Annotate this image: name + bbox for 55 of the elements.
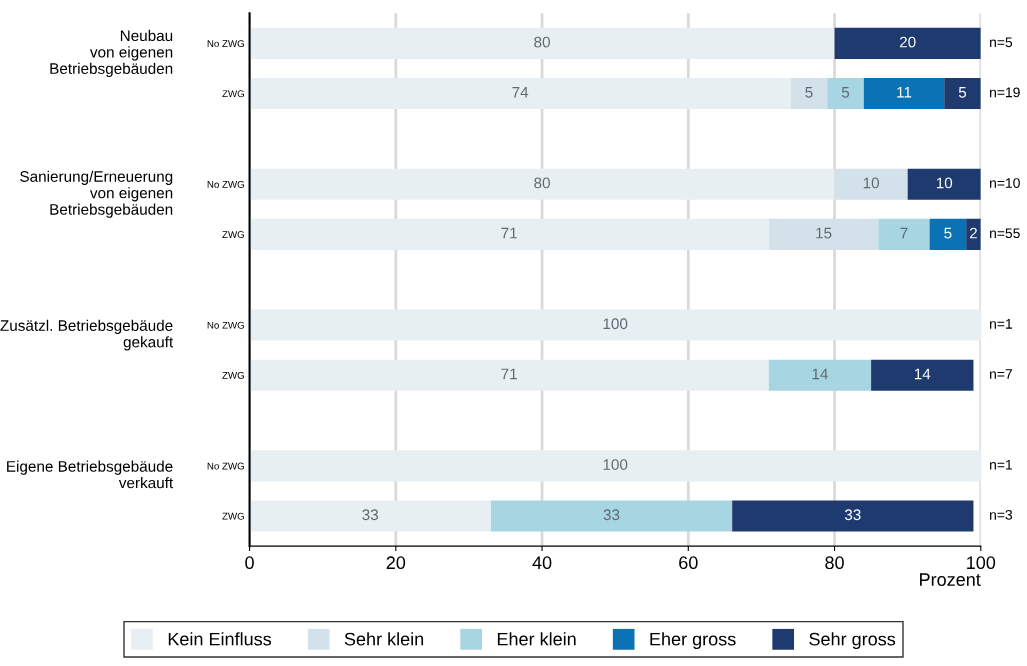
- x-axis-title: Prozent: [920, 573, 981, 586]
- y-tick-label: ZWG: [222, 512, 244, 520]
- data-label: 7: [900, 227, 908, 239]
- text: Eigene Betriebsgebäude verkauft: [7, 460, 174, 489]
- text: Neubau von eigenen Betriebsgebäuden: [50, 29, 173, 78]
- data-label: 71: [501, 368, 517, 380]
- data-label: 15: [816, 227, 832, 239]
- data-label: 100: [603, 318, 628, 330]
- y-tick-label: ZWG: [222, 231, 244, 238]
- text: n=19: [990, 87, 1020, 98]
- text: Sanierung/Erneuerung von eigenen Betriebsgebäuden: [20, 170, 173, 218]
- y-tick-label: No ZWG: [207, 40, 244, 48]
- x-tick-label: 20: [386, 556, 406, 570]
- data-label: 2: [969, 227, 977, 239]
- text: Zusätzl. Betriebsgebäude gekauft: [0, 319, 174, 351]
- data-label: 80: [534, 36, 550, 48]
- y-tick-label: No ZWG: [207, 462, 244, 470]
- text: n=1: [990, 459, 1012, 470]
- data-label: 14: [914, 368, 931, 380]
- data-label: 33: [603, 509, 620, 521]
- legend-label: Eher klein: [497, 632, 576, 646]
- y-tick-label: No ZWG: [207, 321, 244, 329]
- data-label: 33: [362, 509, 379, 521]
- data-label: 5: [958, 86, 967, 98]
- data-label: 10: [863, 177, 879, 189]
- x-tick-label: 0: [245, 556, 254, 570]
- data-label: 33: [844, 509, 861, 521]
- x-tick-label: 40: [532, 556, 552, 570]
- text: n=5: [990, 37, 1013, 48]
- text: n=1: [990, 319, 1012, 329]
- data-label: 10: [936, 177, 953, 189]
- legend-label: Kein Einfluss: [168, 632, 272, 646]
- x-tick-label: 100: [967, 556, 996, 570]
- text: n=3: [990, 509, 1013, 520]
- y-tick-label: ZWG: [222, 371, 244, 379]
- data-label: 20: [899, 36, 916, 48]
- legend-label: Sehr klein: [344, 632, 424, 646]
- y-tick-label: No ZWG: [207, 180, 244, 188]
- data-label: 5: [944, 227, 952, 239]
- data-label: 14: [812, 368, 828, 380]
- data-label: 11: [897, 86, 912, 98]
- data-label: 74: [512, 86, 529, 98]
- text: n=55: [990, 228, 1020, 239]
- legend-label: Eher gross: [650, 632, 736, 650]
- x-tick-label: 60: [679, 556, 698, 570]
- text: n=7: [990, 369, 1012, 379]
- y-tick-label: ZWG: [222, 90, 244, 98]
- data-label: 5: [805, 86, 813, 98]
- legend-label: Sehr gross: [809, 632, 896, 650]
- x-tick-label: 80: [825, 556, 844, 570]
- data-label: 71: [501, 227, 517, 239]
- data-label: 5: [841, 86, 850, 98]
- data-label: 100: [603, 459, 628, 470]
- text: n=10: [990, 178, 1020, 188]
- data-label: 80: [534, 177, 550, 189]
